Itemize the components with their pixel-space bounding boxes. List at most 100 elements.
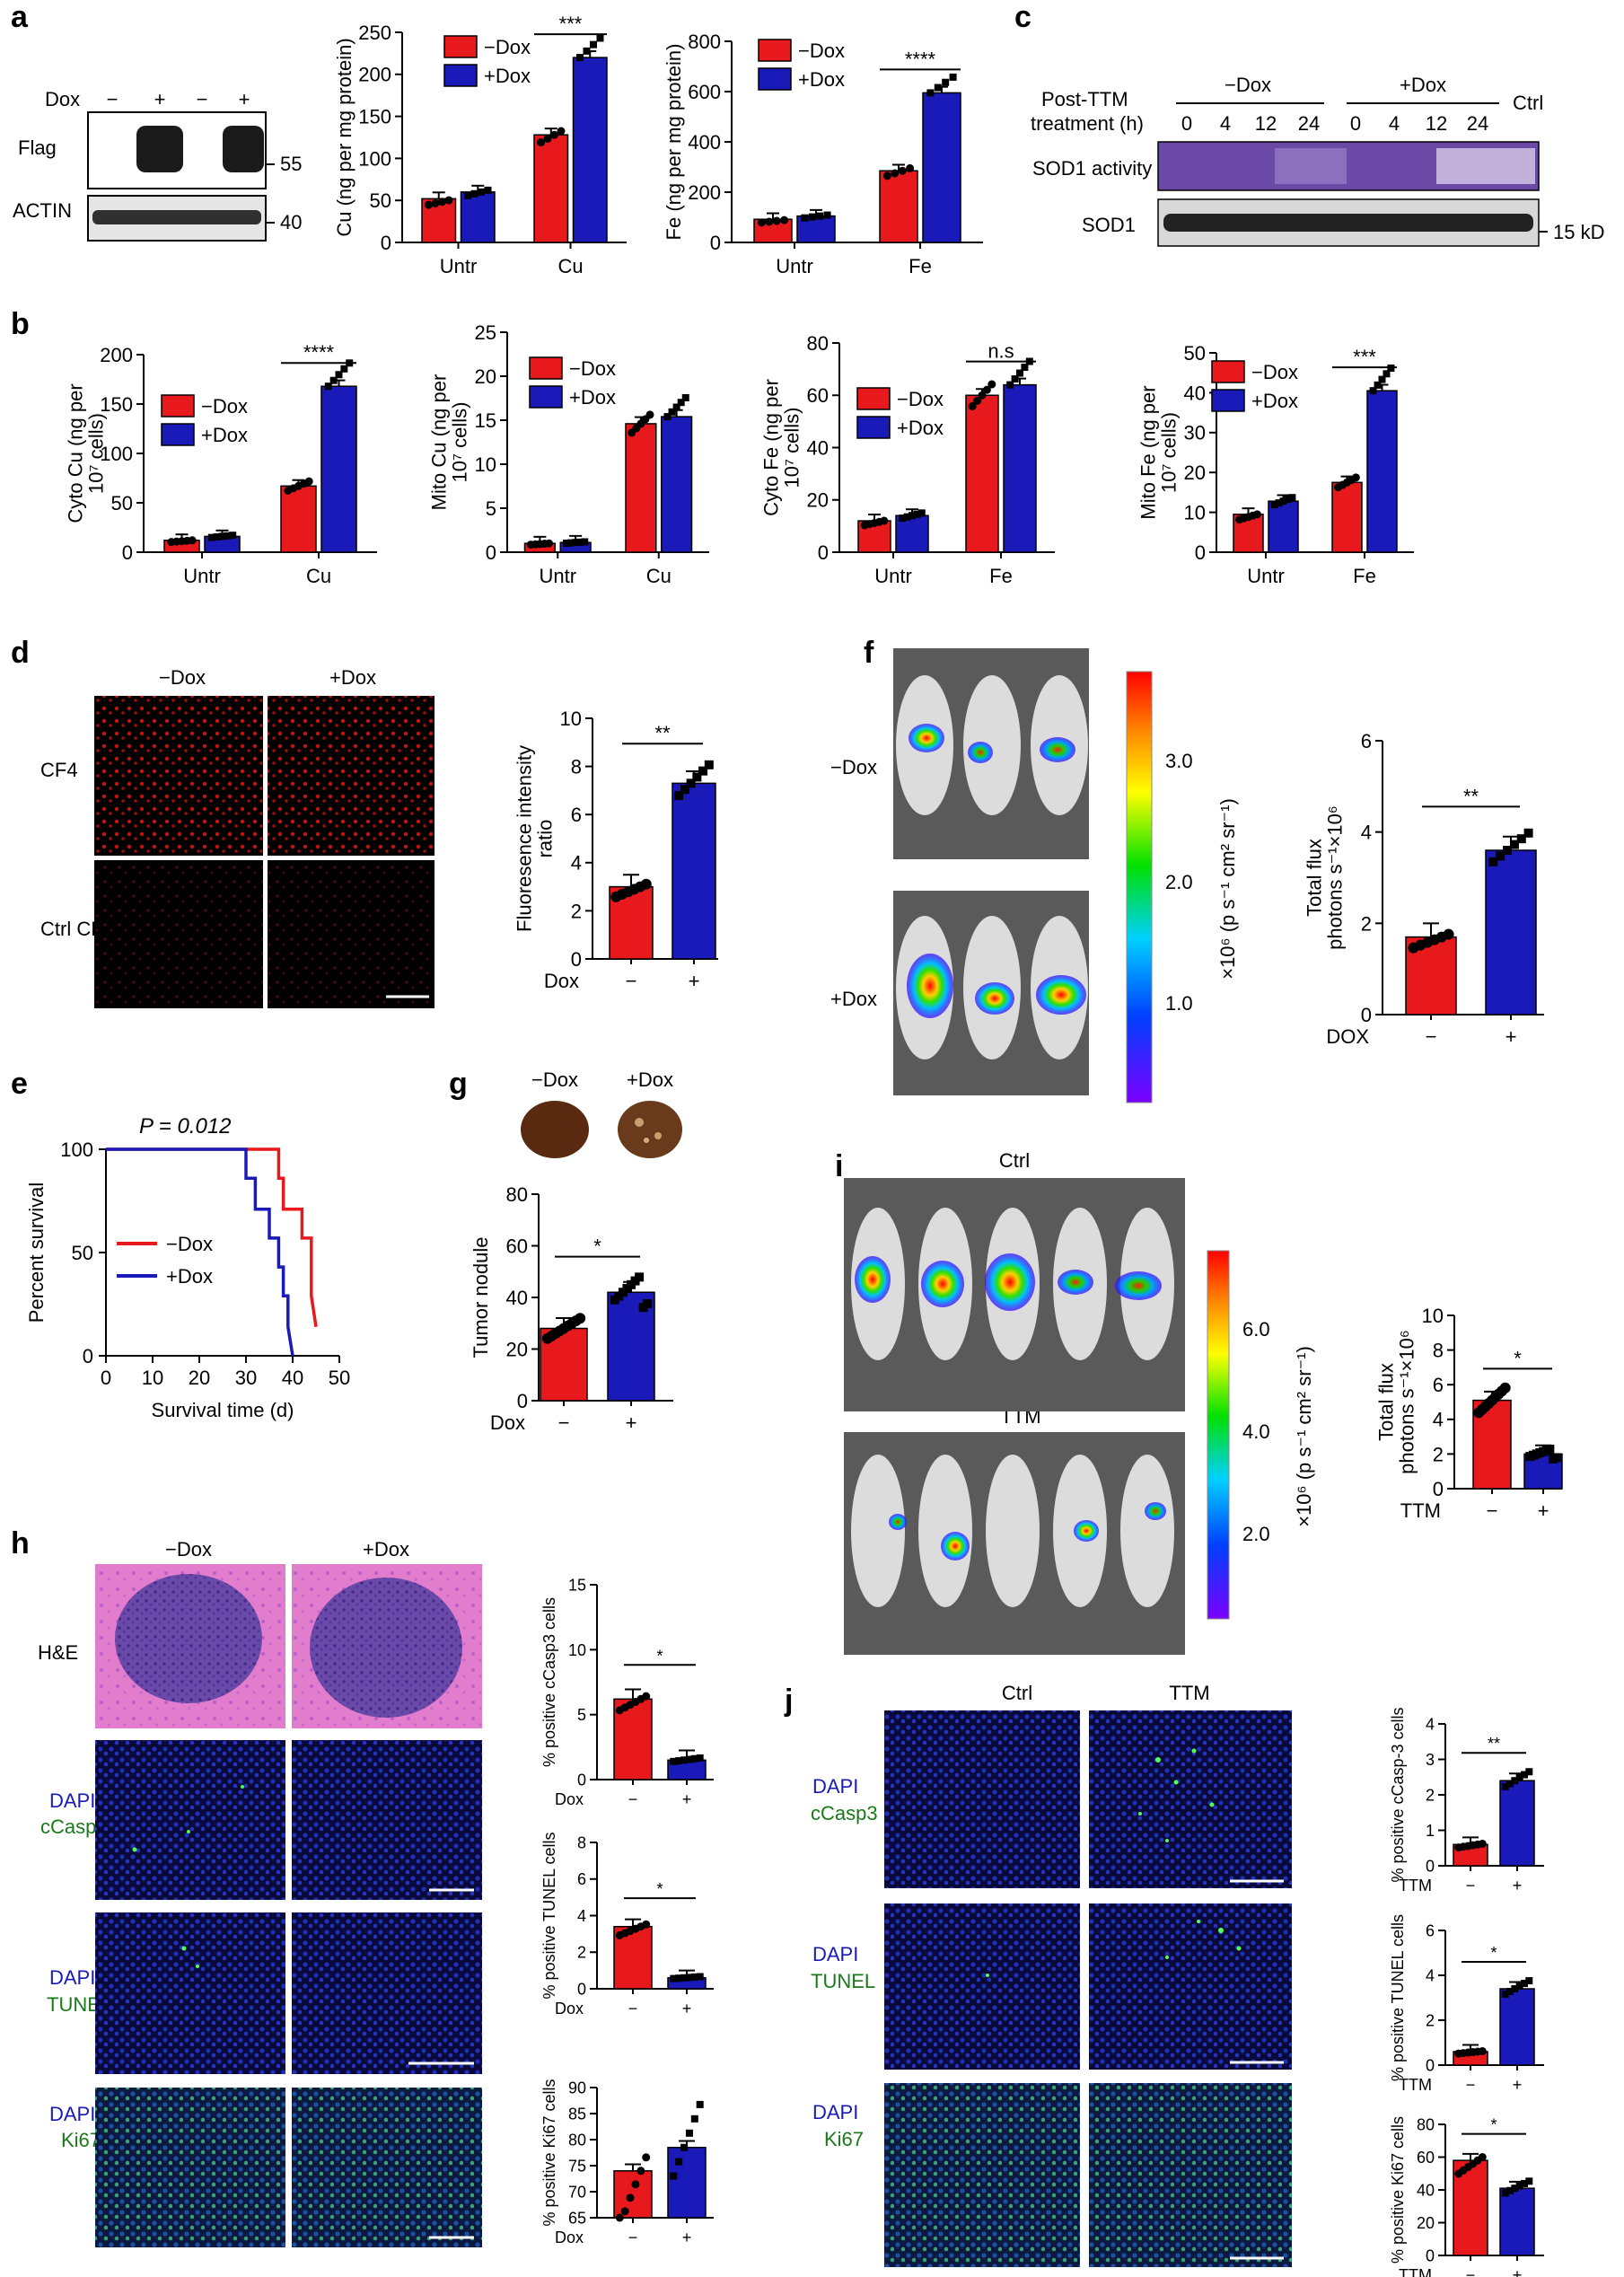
data-point xyxy=(635,1272,645,1282)
panel-letter-i: i xyxy=(835,1149,843,1183)
data-point xyxy=(1478,2046,1487,2055)
y-tick-label: 0 xyxy=(381,232,391,254)
micro-h-row4-dapi: DAPI xyxy=(49,2103,95,2125)
x-axis-label: Dox xyxy=(555,2000,584,2018)
data-point xyxy=(690,1973,698,1981)
bar-plus-cu xyxy=(572,57,608,243)
blot-c-ctrl: Ctrl xyxy=(1513,92,1543,114)
y-tick-label: 0 xyxy=(577,1771,586,1789)
micro-d-col-plus: +Dox xyxy=(329,666,376,689)
x-tick-label: − xyxy=(1466,2266,1476,2277)
data-point xyxy=(590,40,597,48)
x-tick-label: 50 xyxy=(329,1367,350,1389)
data-point xyxy=(1506,2186,1514,2194)
survival-line-minus xyxy=(106,1147,318,1328)
y-tick-label: 6 xyxy=(571,804,582,826)
x-tick-label: 30 xyxy=(235,1367,257,1389)
data-point xyxy=(557,127,566,136)
bar-plus xyxy=(1499,2187,1535,2256)
data-point xyxy=(1551,1453,1561,1463)
y-tick-label: 0 xyxy=(577,1980,586,1998)
x-tick-label: Untr xyxy=(183,565,221,587)
lung-plus xyxy=(618,1101,682,1158)
x-tick-label: − xyxy=(1466,2076,1476,2094)
panel-letter-h: h xyxy=(11,1526,30,1560)
y-tick-label: 10 xyxy=(560,708,582,730)
blot-a-actin-bands xyxy=(92,210,261,224)
data-point xyxy=(917,509,926,517)
data-point xyxy=(1506,1780,1514,1788)
y-tick-label: 4 xyxy=(1361,822,1372,844)
y-tick-label: 70 xyxy=(568,2183,586,2201)
data-point xyxy=(672,403,680,411)
legend-label-minus: −Dox xyxy=(166,1233,213,1255)
data-point xyxy=(1515,1982,1523,1991)
micro-j-col-ttm: TTM xyxy=(1169,1682,1209,1704)
x-axis-label: TTM xyxy=(1399,2076,1432,2094)
blot-c-time-1: 0 xyxy=(1181,112,1192,135)
data-point xyxy=(696,1754,704,1763)
significance-label: n.s xyxy=(988,340,1014,363)
micro-d-row-cf4: CF4 xyxy=(40,759,78,781)
y-tick-label: 8 xyxy=(571,756,582,778)
data-point xyxy=(1503,846,1513,855)
x-tick-label: Cu xyxy=(557,255,583,277)
imaging-i-tick-3: 2.0 xyxy=(1242,1523,1270,1545)
y-axis-label-group: Cu (ng per mg protein) xyxy=(333,38,356,236)
x-axis-label: DOX xyxy=(1326,1025,1369,1048)
data-point xyxy=(1520,2179,1528,2187)
y-axis-label-line-1: Cyto Cu (ng per xyxy=(64,383,86,523)
panel-letter-j: j xyxy=(784,1684,793,1718)
y-axis-label-line-2: 10⁷ cells) xyxy=(84,413,107,494)
legend-label-plus: +Dox xyxy=(1251,390,1298,412)
data-point xyxy=(698,766,708,776)
data-point xyxy=(631,2180,640,2189)
blot-c-sod1-bands xyxy=(1163,214,1533,232)
y-tick-label: 80 xyxy=(807,332,829,355)
blot-a-flag-band-4 xyxy=(223,126,264,172)
data-point xyxy=(1511,1777,1519,1785)
bar-minus-fe xyxy=(965,394,999,553)
blot-a-lane-1: − xyxy=(107,88,119,110)
y-axis-label-group: % positive Ki67 cells xyxy=(540,2079,558,2226)
data-point xyxy=(903,513,911,521)
x-tick-label: Fe xyxy=(909,255,932,277)
data-point xyxy=(1545,1444,1555,1454)
micro-j-ccasp3-ctrl xyxy=(884,1710,1080,1888)
data-point xyxy=(1525,2177,1533,2185)
legend-swatch-minus xyxy=(758,39,792,62)
y-tick-label: 200 xyxy=(100,344,133,366)
y-tick-label: 40 xyxy=(506,1287,528,1309)
bar-minus-fe xyxy=(1331,481,1363,553)
y-axis-label-line-1: Cu (ng per mg protein) xyxy=(333,38,356,236)
y-tick-label: 40 xyxy=(1184,382,1206,404)
chart-g_nodule: 0 20 40 60 80 Tumor nodule − + Dox * xyxy=(470,1183,673,1434)
data-point xyxy=(685,1974,693,1982)
data-point xyxy=(685,2129,693,2137)
y-tick-label: 100 xyxy=(100,443,133,465)
bar-plus-fe xyxy=(922,92,961,243)
y-axis-label-line-1: Cyto Fe (ng per xyxy=(759,379,782,516)
imaging-f-tick-2: 2.0 xyxy=(1165,871,1193,893)
panel-letter-c: c xyxy=(1014,0,1031,34)
data-point xyxy=(670,1974,678,1982)
y-axis-label-group: Tumor nodule xyxy=(470,1237,492,1358)
legend-label-minus: −Dox xyxy=(897,388,944,410)
y-axis-label-group: Fe (ng per mg protein) xyxy=(663,44,685,241)
data-point xyxy=(545,539,553,548)
y-tick-label: 0 xyxy=(1433,1478,1444,1500)
y-tick-label: 0 xyxy=(83,1345,93,1367)
data-point xyxy=(229,532,237,540)
imaging-g: −Dox +Dox xyxy=(521,1068,682,1158)
legend-swatch-plus xyxy=(443,64,478,87)
data-point xyxy=(1288,494,1296,502)
panel-letter-a: a xyxy=(11,0,29,34)
micro-j-col-ctrl: Ctrl xyxy=(1002,1682,1032,1704)
blot-c-time-8: 24 xyxy=(1467,112,1488,135)
y-axis-label-line-1: Total flux xyxy=(1303,839,1325,917)
data-point xyxy=(675,1974,683,1982)
blot-c-group-plus: +Dox xyxy=(1400,74,1446,96)
